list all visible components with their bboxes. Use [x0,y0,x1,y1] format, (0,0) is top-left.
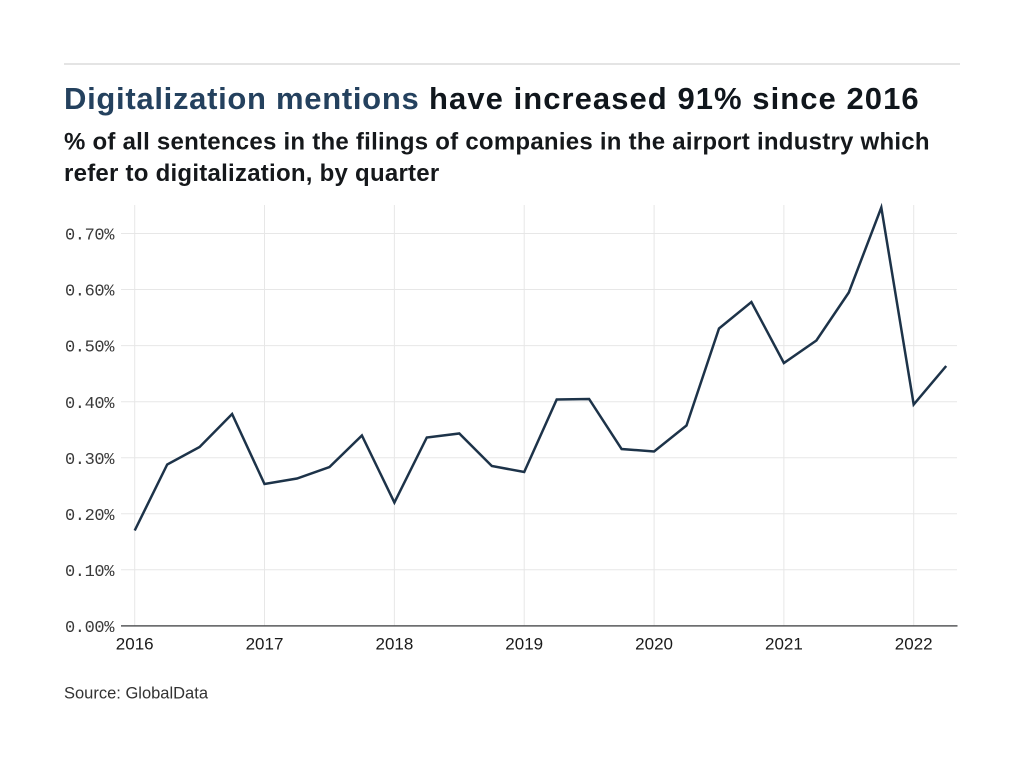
svg-text:0.40%: 0.40% [65,395,115,414]
svg-text:2020: 2020 [635,634,673,653]
svg-text:Digitalization mentions have i: Digitalization mentions have increased 9… [64,81,920,116]
svg-text:2022: 2022 [895,634,933,653]
svg-text:Source: GlobalData: Source: GlobalData [64,685,209,703]
svg-text:2019: 2019 [505,634,543,653]
svg-text:0.30%: 0.30% [65,451,115,470]
svg-text:2021: 2021 [765,634,803,653]
svg-text:0.20%: 0.20% [65,507,115,526]
svg-text:0.10%: 0.10% [65,563,115,582]
svg-text:2016: 2016 [116,634,154,653]
svg-text:0.00%: 0.00% [65,619,115,638]
svg-text:refer to digitalization, by qu: refer to digitalization, by quarter [64,160,439,187]
svg-text:0.70%: 0.70% [65,227,115,246]
svg-text:% of all sentences in the fili: % of all sentences in the filings of com… [64,129,930,156]
svg-text:2018: 2018 [375,634,413,653]
svg-text:0.60%: 0.60% [65,283,115,302]
svg-text:0.50%: 0.50% [65,339,115,358]
svg-text:2017: 2017 [246,634,284,653]
